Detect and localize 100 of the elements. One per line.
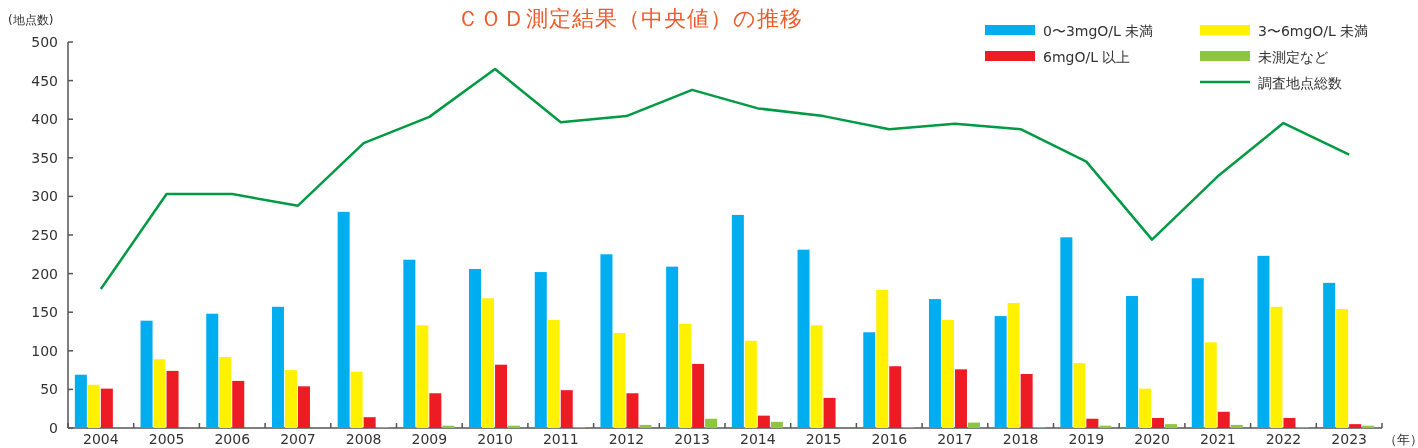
bar bbox=[363, 417, 376, 428]
bar bbox=[337, 211, 350, 428]
y-tick-label: 500 bbox=[31, 34, 58, 50]
y-tick-label: 250 bbox=[31, 227, 58, 243]
bar bbox=[74, 374, 87, 428]
x-tick-label: 2018 bbox=[1002, 431, 1039, 447]
bar bbox=[744, 340, 757, 428]
bar bbox=[1020, 373, 1033, 428]
bar bbox=[810, 325, 823, 428]
bar bbox=[1007, 302, 1020, 428]
bar bbox=[889, 366, 902, 428]
bar bbox=[1060, 237, 1073, 428]
bar bbox=[416, 325, 429, 428]
bar bbox=[666, 266, 679, 428]
x-tick-label: 2007 bbox=[280, 431, 316, 447]
x-tick-label: 2011 bbox=[542, 431, 579, 447]
x-tick-label: 2008 bbox=[345, 431, 382, 447]
y-tick-label: 350 bbox=[31, 149, 58, 166]
bar bbox=[153, 359, 166, 428]
y-tick-label: 300 bbox=[31, 188, 58, 205]
y-axis-title: (地点数) bbox=[8, 13, 54, 27]
bar bbox=[1126, 295, 1139, 428]
bar bbox=[600, 254, 613, 428]
bar bbox=[928, 299, 941, 428]
bar bbox=[1086, 418, 1099, 428]
bar bbox=[206, 313, 219, 428]
chart-title: ＣＯＤ測定結果（中央値）の推移 bbox=[457, 6, 803, 31]
bar bbox=[1191, 278, 1204, 428]
bar bbox=[1270, 306, 1283, 428]
bar bbox=[271, 306, 284, 428]
bar bbox=[692, 363, 705, 428]
bar bbox=[705, 418, 718, 428]
bar bbox=[87, 384, 100, 428]
bar bbox=[1230, 424, 1243, 428]
bar bbox=[876, 289, 889, 428]
bar bbox=[140, 320, 153, 428]
x-tick-label: 2005 bbox=[148, 431, 185, 447]
x-tick-label: 2014 bbox=[740, 431, 776, 447]
y-tick-label: 200 bbox=[31, 265, 58, 282]
bar bbox=[1336, 309, 1349, 428]
bar bbox=[1283, 417, 1296, 428]
bar bbox=[297, 386, 310, 428]
bar bbox=[560, 390, 573, 428]
x-tick-label: 2004 bbox=[83, 431, 119, 447]
bar bbox=[534, 272, 547, 428]
x-tick-label: 2006 bbox=[214, 431, 251, 447]
bar bbox=[797, 249, 810, 428]
bar bbox=[1217, 411, 1230, 428]
x-tick-label: 2016 bbox=[871, 431, 908, 447]
x-tick-label: 2012 bbox=[608, 431, 645, 447]
y-tick-label: 450 bbox=[31, 72, 58, 89]
y-tick-label: 150 bbox=[31, 304, 58, 321]
x-tick-label: 2020 bbox=[1134, 431, 1170, 447]
y-tick-label: 0 bbox=[49, 420, 58, 436]
bar bbox=[1073, 363, 1086, 428]
bar bbox=[757, 415, 770, 428]
bar bbox=[613, 333, 626, 428]
legend-label: 6mgO/L 以上 bbox=[1043, 49, 1131, 65]
bar bbox=[100, 388, 113, 428]
bar bbox=[219, 356, 232, 428]
bar bbox=[941, 319, 954, 428]
bar bbox=[863, 332, 876, 428]
bar bbox=[823, 397, 836, 428]
legend-label: 未測定など bbox=[1258, 49, 1328, 65]
legend-label: 3〜6mgO/L 未満 bbox=[1258, 23, 1369, 39]
legend-label: 調査地点総数 bbox=[1258, 75, 1342, 91]
x-tick-label: 2019 bbox=[1068, 431, 1105, 447]
bar bbox=[1257, 255, 1270, 428]
bar bbox=[731, 214, 744, 428]
bar bbox=[482, 298, 495, 428]
bar bbox=[679, 323, 692, 428]
bar bbox=[547, 319, 560, 428]
bar bbox=[967, 422, 980, 428]
x-tick-label: 2023 bbox=[1331, 431, 1367, 447]
bar bbox=[1323, 282, 1336, 428]
bar bbox=[994, 316, 1007, 428]
x-tick-label: 2010 bbox=[477, 431, 513, 447]
bar bbox=[232, 380, 245, 428]
bar bbox=[284, 370, 297, 428]
bar bbox=[403, 259, 416, 428]
legend-label: 0〜3mgO/L 未満 bbox=[1043, 23, 1154, 39]
x-tick-label: 2015 bbox=[805, 431, 842, 447]
bar bbox=[429, 393, 442, 428]
x-axis-title: （年） bbox=[1384, 432, 1418, 447]
bar bbox=[770, 421, 783, 428]
bar bbox=[166, 370, 179, 428]
bar bbox=[495, 364, 508, 428]
x-tick-label: 2013 bbox=[674, 431, 710, 447]
bar bbox=[639, 424, 652, 428]
x-tick-label: 2022 bbox=[1265, 431, 1302, 447]
bar bbox=[1152, 417, 1165, 428]
bar bbox=[1165, 424, 1178, 428]
bar bbox=[1349, 424, 1362, 428]
x-tick-label: 2009 bbox=[411, 431, 448, 447]
y-tick-label: 100 bbox=[31, 342, 58, 359]
bar bbox=[1139, 388, 1152, 428]
bar bbox=[350, 371, 363, 428]
bar bbox=[1204, 342, 1217, 428]
bar bbox=[626, 393, 639, 428]
y-tick-label: 50 bbox=[40, 381, 58, 398]
